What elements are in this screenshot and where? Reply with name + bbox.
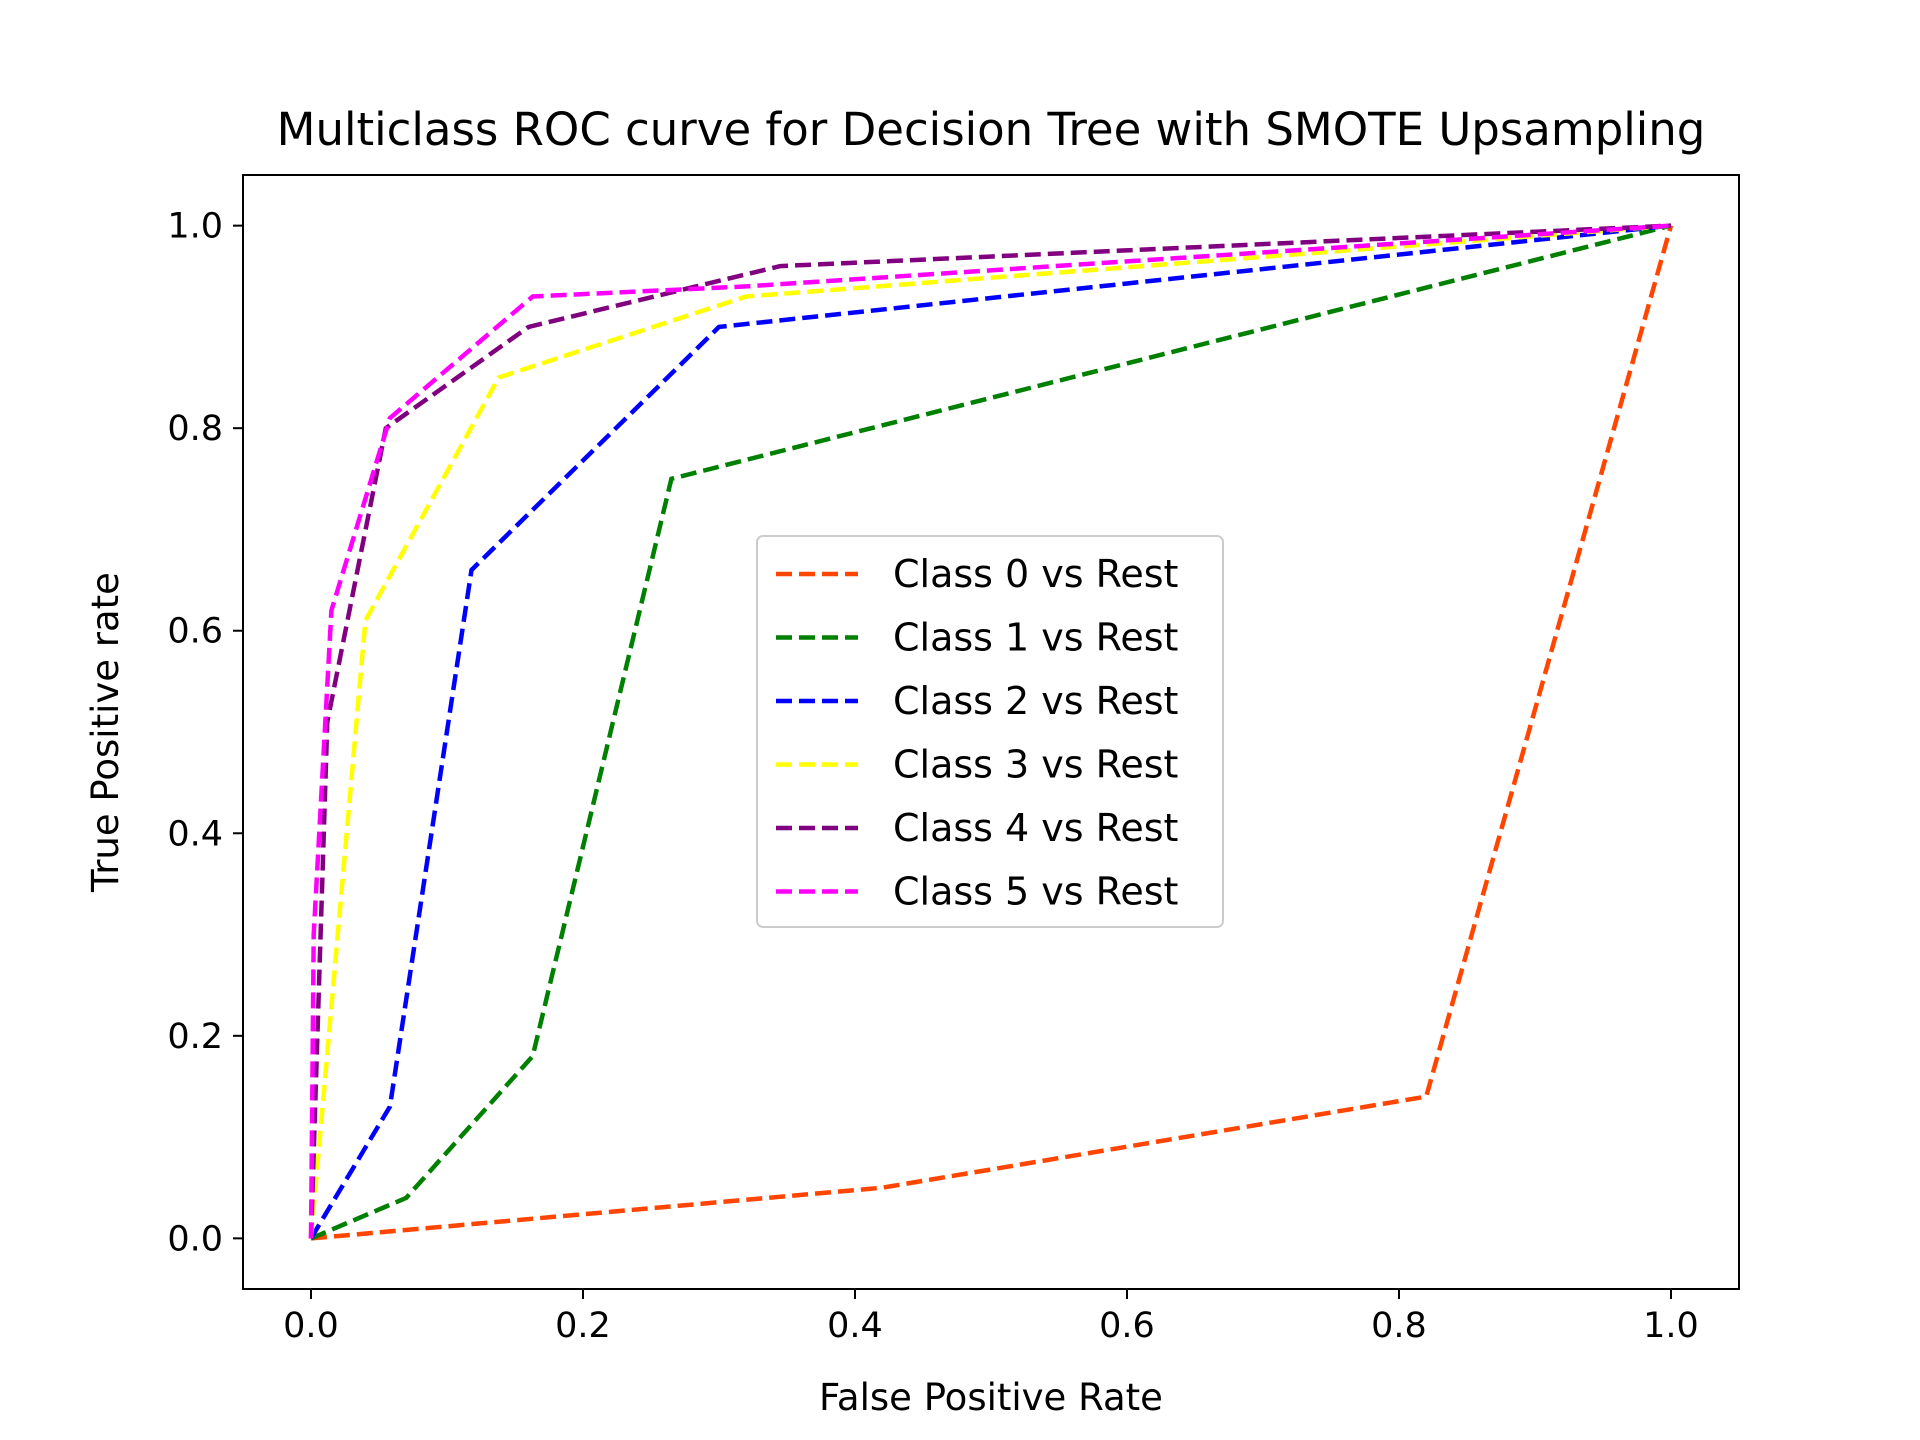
legend-label-class-1: Class 1 vs Rest bbox=[893, 616, 1178, 660]
y-tick-label: 0.2 bbox=[167, 1017, 223, 1057]
y-tick-label: 1.0 bbox=[167, 207, 223, 247]
plot-frame bbox=[242, 174, 1740, 1290]
y-tick-label: 0.0 bbox=[167, 1219, 223, 1259]
legend-label-class-5: Class 5 vs Rest bbox=[893, 870, 1178, 914]
legend: Class 0 vs Rest Class 1 vs Rest Class 2 vs… bbox=[756, 535, 1224, 928]
legend-label-class-3: Class 3 vs Rest bbox=[893, 743, 1178, 787]
y-tick-label: 0.8 bbox=[167, 409, 223, 449]
x-axis-ticks: 0.0 0.2 0.4 0.6 0.8 1.0 bbox=[283, 1289, 1699, 1346]
legend-items: Class 0 vs Rest Class 1 vs Rest Class 2 vs… bbox=[776, 552, 1178, 914]
x-tick-label: 0.0 bbox=[283, 1306, 339, 1346]
legend-label-class-2: Class 2 vs Rest bbox=[893, 679, 1178, 723]
series-layer bbox=[308, 223, 1674, 1241]
series-line-class-5 bbox=[308, 223, 1672, 1239]
x-tick-label: 0.8 bbox=[1371, 1306, 1427, 1346]
y-axis-ticks: 0.0 0.2 0.4 0.6 0.8 1.0 bbox=[167, 207, 243, 1259]
legend-label-class-4: Class 4 vs Rest bbox=[893, 806, 1178, 850]
series-line-class-3 bbox=[308, 223, 1672, 1239]
x-tick-label: 1.0 bbox=[1643, 1306, 1699, 1346]
series-line-class-1 bbox=[310, 223, 1672, 1241]
legend-box bbox=[756, 535, 1224, 928]
series-line-class-2 bbox=[309, 223, 1672, 1240]
chart-title: Multiclass ROC curve for Decision Tree w… bbox=[277, 103, 1706, 156]
legend-label-class-0: Class 0 vs Rest bbox=[893, 552, 1178, 596]
series-line-class-4 bbox=[308, 223, 1672, 1239]
y-axis-label: True Positive rate bbox=[84, 572, 127, 893]
y-tick-label: 0.4 bbox=[167, 814, 223, 854]
x-tick-label: 0.2 bbox=[555, 1306, 611, 1346]
x-tick-label: 0.6 bbox=[1099, 1306, 1155, 1346]
x-axis-label: False Positive Rate bbox=[819, 1376, 1163, 1419]
y-tick-label: 0.6 bbox=[167, 612, 223, 652]
series-line-class-0 bbox=[310, 224, 1674, 1241]
x-tick-label: 0.4 bbox=[827, 1306, 883, 1346]
